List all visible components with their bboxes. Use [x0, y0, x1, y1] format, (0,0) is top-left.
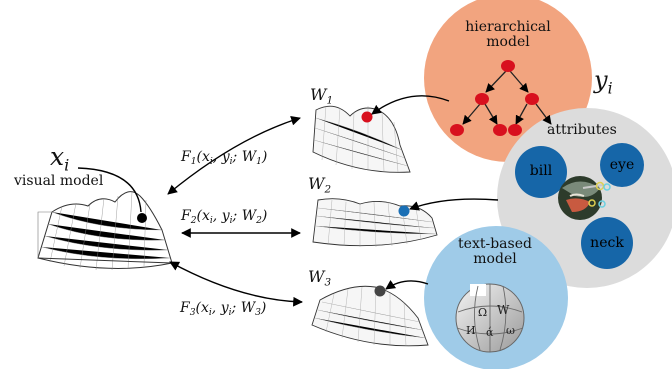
wikipedia-globe-icon: Ω W И ά ω: [455, 283, 525, 353]
svg-text:W: W: [497, 303, 510, 317]
function-arrow-f3: [169, 261, 303, 307]
text-model-title: text-based model: [458, 236, 532, 267]
visual-model-surface: [37, 191, 173, 271]
attribute-bill-label: bill: [529, 163, 553, 179]
hierarchical-var: yi: [594, 66, 613, 98]
function-f1-label: F1(xi, yi; W1): [181, 149, 268, 168]
hierarchy-to-w1-pointer: [371, 95, 450, 115]
visual-model-marker: [137, 213, 147, 223]
bird-photo: [558, 176, 611, 220]
surface-w1-label: W1: [310, 85, 334, 107]
attribute-eye-label: eye: [609, 157, 635, 173]
surface-w3: [311, 285, 429, 347]
svg-text:ά: ά: [486, 326, 494, 339]
hierarchical-model-title: hierarchical model: [465, 19, 551, 50]
attribute-neck-label: neck: [590, 235, 624, 251]
svg-text:Ω: Ω: [478, 306, 487, 319]
hierarchy-tree: [462, 70, 552, 125]
visual-model-label: visual model: [14, 173, 104, 189]
attribute-blobs: [515, 143, 644, 269]
surface-w3-label: W3: [308, 267, 332, 289]
surface-w2-marker: [398, 205, 410, 217]
function-f3-label: F3(xi, yi; W3): [180, 300, 267, 319]
function-arrow-f1: [167, 115, 301, 195]
surface-w2-label: W2: [308, 174, 332, 196]
svg-text:И: И: [466, 324, 476, 337]
hierarchy-nodes: [450, 60, 539, 136]
surface-w1-marker: [361, 111, 373, 123]
visual-model-pointer: [77, 167, 142, 213]
attributes-to-w2-pointer: [409, 198, 499, 211]
visual-var: xi: [50, 142, 70, 175]
function-f2-label: F2(xi, yi; W2): [181, 208, 268, 227]
svg-text:ω: ω: [506, 324, 515, 337]
attributes-title: attributes: [547, 122, 617, 138]
text-to-w3-pointer: [385, 279, 429, 290]
surface-w3-marker: [374, 285, 386, 297]
surface-w1: [312, 105, 411, 173]
